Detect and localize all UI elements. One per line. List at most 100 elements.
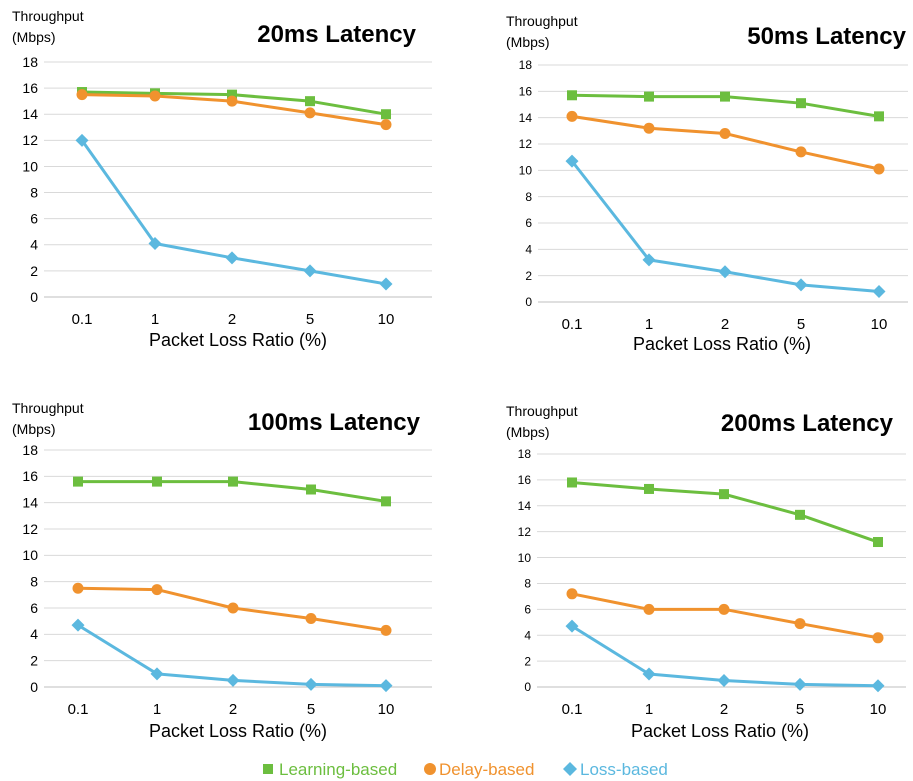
y-tick-label: 4 — [525, 243, 532, 257]
data-point-learning — [719, 489, 729, 500]
data-point-loss — [718, 265, 732, 279]
y-tick-label: 2 — [30, 653, 38, 669]
data-point-learning — [381, 109, 391, 120]
data-point-loss — [565, 154, 579, 168]
y-tick-label: 12 — [518, 525, 532, 539]
data-point-loss — [565, 619, 579, 633]
data-point-learning — [644, 483, 654, 494]
data-point-loss — [150, 667, 164, 681]
y-tick-label: 0 — [524, 680, 531, 694]
y-tick-label: 18 — [518, 447, 532, 461]
x-tick-label: 2 — [229, 701, 237, 718]
y-axis-label-line1: Throughput — [506, 403, 578, 419]
data-point-learning — [305, 96, 315, 107]
chart-title: 100ms Latency — [248, 409, 421, 436]
y-tick-label: 18 — [519, 58, 533, 72]
x-tick-label: 1 — [645, 701, 653, 718]
y-tick-label: 14 — [22, 495, 38, 511]
data-point-delay — [794, 618, 806, 630]
chart-title: 50ms Latency — [747, 23, 906, 50]
y-tick-label: 8 — [30, 184, 38, 200]
data-point-learning — [873, 537, 883, 548]
data-point-delay — [226, 95, 238, 107]
data-point-delay — [719, 127, 731, 139]
data-point-learning — [228, 476, 238, 487]
x-tick-label: 5 — [796, 701, 804, 718]
y-tick-label: 18 — [22, 54, 38, 70]
data-point-delay — [643, 122, 655, 134]
x-tick-label: 10 — [870, 701, 887, 718]
y-tick-label: 12 — [519, 137, 533, 151]
y-tick-label: 10 — [519, 164, 533, 178]
y-axis-label-line1: Throughput — [12, 400, 84, 416]
data-point-learning — [796, 98, 806, 109]
data-point-loss — [379, 277, 393, 291]
data-point-delay — [718, 603, 730, 615]
data-point-loss — [872, 284, 886, 298]
data-point-delay — [643, 603, 655, 615]
y-tick-label: 16 — [519, 85, 533, 99]
data-point-loss — [642, 253, 656, 267]
y-tick-label: 10 — [518, 551, 532, 565]
x-tick-label: 10 — [871, 316, 888, 333]
legend: Learning-based Delay-based Loss-based — [263, 760, 668, 779]
data-point-learning — [73, 476, 83, 487]
data-point-loss — [71, 618, 85, 632]
data-point-loss — [226, 673, 240, 687]
y-tick-label: 18 — [22, 442, 38, 458]
data-point-delay — [76, 89, 88, 101]
x-axis-label: Packet Loss Ratio (%) — [633, 334, 811, 354]
data-point-delay — [149, 90, 161, 102]
x-tick-label: 2 — [721, 316, 729, 333]
x-tick-label: 0.1 — [562, 701, 583, 718]
y-tick-label: 14 — [519, 111, 533, 125]
legend-label: Learning-based — [279, 760, 397, 779]
x-tick-label: 0.1 — [72, 311, 93, 328]
y-tick-label: 6 — [30, 600, 38, 616]
data-point-delay — [304, 107, 316, 119]
y-tick-label: 4 — [524, 628, 531, 642]
legend-label: Delay-based — [439, 760, 534, 779]
x-tick-label: 5 — [307, 701, 315, 718]
y-tick-label: 6 — [525, 216, 532, 230]
y-tick-label: 2 — [524, 654, 531, 668]
y-tick-label: 16 — [518, 473, 532, 487]
data-point-loss — [75, 133, 89, 147]
legend-marker-delay-based — [424, 763, 436, 775]
data-point-delay — [566, 588, 578, 600]
y-tick-label: 4 — [30, 626, 38, 642]
x-axis-label: Packet Loss Ratio (%) — [149, 330, 327, 350]
x-axis-label: Packet Loss Ratio (%) — [631, 721, 809, 741]
y-tick-label: 8 — [525, 190, 532, 204]
data-point-learning — [152, 476, 162, 487]
data-point-loss — [793, 677, 807, 691]
y-tick-label: 2 — [30, 263, 38, 279]
y-tick-label: 6 — [30, 211, 38, 227]
data-point-delay — [151, 584, 163, 596]
series-line-loss — [80, 139, 387, 286]
x-tick-label: 1 — [153, 701, 161, 718]
y-tick-label: 2 — [525, 269, 532, 283]
y-tick-label: 16 — [22, 468, 38, 484]
y-tick-label: 4 — [30, 237, 38, 253]
chart-title: 200ms Latency — [721, 410, 894, 437]
data-point-delay — [380, 119, 392, 131]
data-point-delay — [380, 624, 392, 636]
data-point-learning — [795, 509, 805, 520]
y-tick-label: 14 — [22, 106, 38, 122]
data-point-loss — [148, 236, 162, 250]
data-point-loss — [304, 677, 318, 691]
data-point-delay — [566, 110, 578, 122]
data-point-loss — [303, 264, 317, 278]
y-axis-label-line2: (Mbps) — [506, 34, 550, 50]
data-point-loss — [225, 251, 239, 265]
data-point-delay — [795, 146, 807, 158]
y-axis-label-line2: (Mbps) — [12, 421, 56, 437]
y-tick-label: 12 — [22, 132, 38, 148]
data-point-delay — [72, 582, 84, 594]
x-tick-label: 0.1 — [68, 701, 89, 718]
